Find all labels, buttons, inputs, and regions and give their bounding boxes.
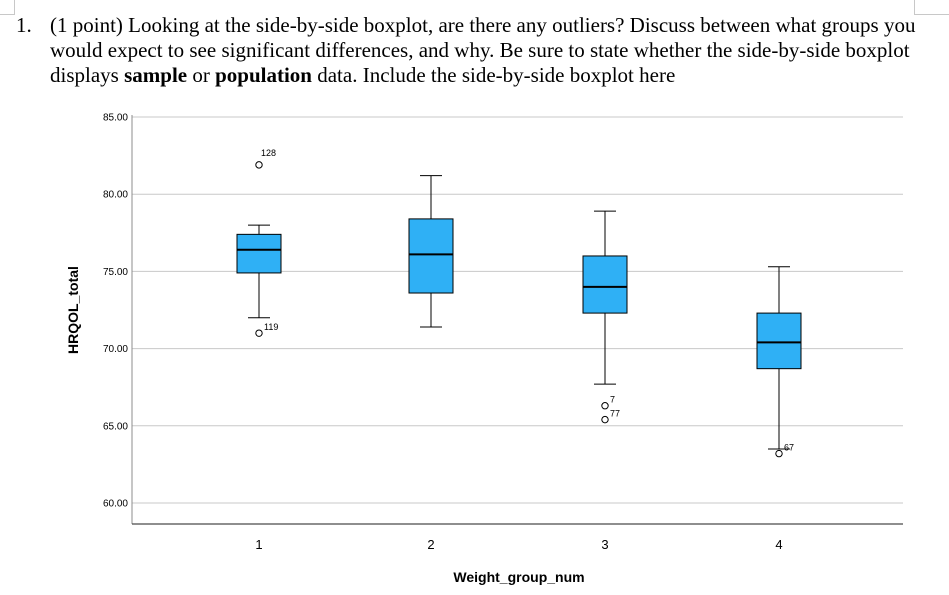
question-text-part2: data. Include the side-by-side boxplot h… — [311, 63, 676, 87]
outlier-point — [601, 415, 609, 424]
x-tick-label: 3 — [601, 537, 608, 552]
y-tick-label: 65.00 — [103, 421, 128, 432]
x-axis-title: Weight_group_num — [453, 569, 584, 585]
y-tick-label: 75.00 — [103, 267, 128, 278]
x-tick-label: 1 — [255, 537, 262, 552]
box-iqr — [582, 255, 628, 314]
outlier-point — [601, 402, 609, 410]
question-bold-sample: sample — [124, 63, 188, 87]
question-text-or: or — [187, 63, 216, 87]
outlier-point — [255, 329, 263, 337]
question-number: 1. — [16, 13, 32, 37]
y-tick-label: 70.00 — [103, 344, 128, 355]
page-corner-mark-left — [0, 0, 15, 15]
page-corner-mark-right — [914, 0, 949, 15]
question-text-part1: (1 point) Looking at the side-by-side bo… — [50, 13, 916, 87]
outlier-point — [255, 161, 263, 169]
y-axis-title: HRQOL_total — [65, 266, 81, 354]
x-tick-label: 2 — [427, 537, 434, 552]
y-tick-label: 60.00 — [103, 499, 128, 510]
question-bold-population: population — [215, 63, 312, 87]
outlier-label: 119 — [264, 322, 278, 332]
y-tick-label: 85.00 — [103, 113, 128, 124]
box-iqr — [756, 312, 802, 370]
question-text: (1 point) Looking at the side-by-side bo… — [50, 13, 940, 88]
outlier-label: 67 — [784, 443, 794, 453]
outlier-label: 128 — [261, 148, 276, 158]
box-iqr — [408, 218, 454, 294]
y-tick-label: 80.00 — [103, 190, 128, 201]
outlier-point — [775, 449, 783, 458]
outlier-label: 7 — [610, 395, 615, 405]
x-tick-label: 4 — [775, 537, 782, 552]
outlier-label: 77 — [610, 409, 620, 419]
box-iqr — [236, 233, 282, 274]
